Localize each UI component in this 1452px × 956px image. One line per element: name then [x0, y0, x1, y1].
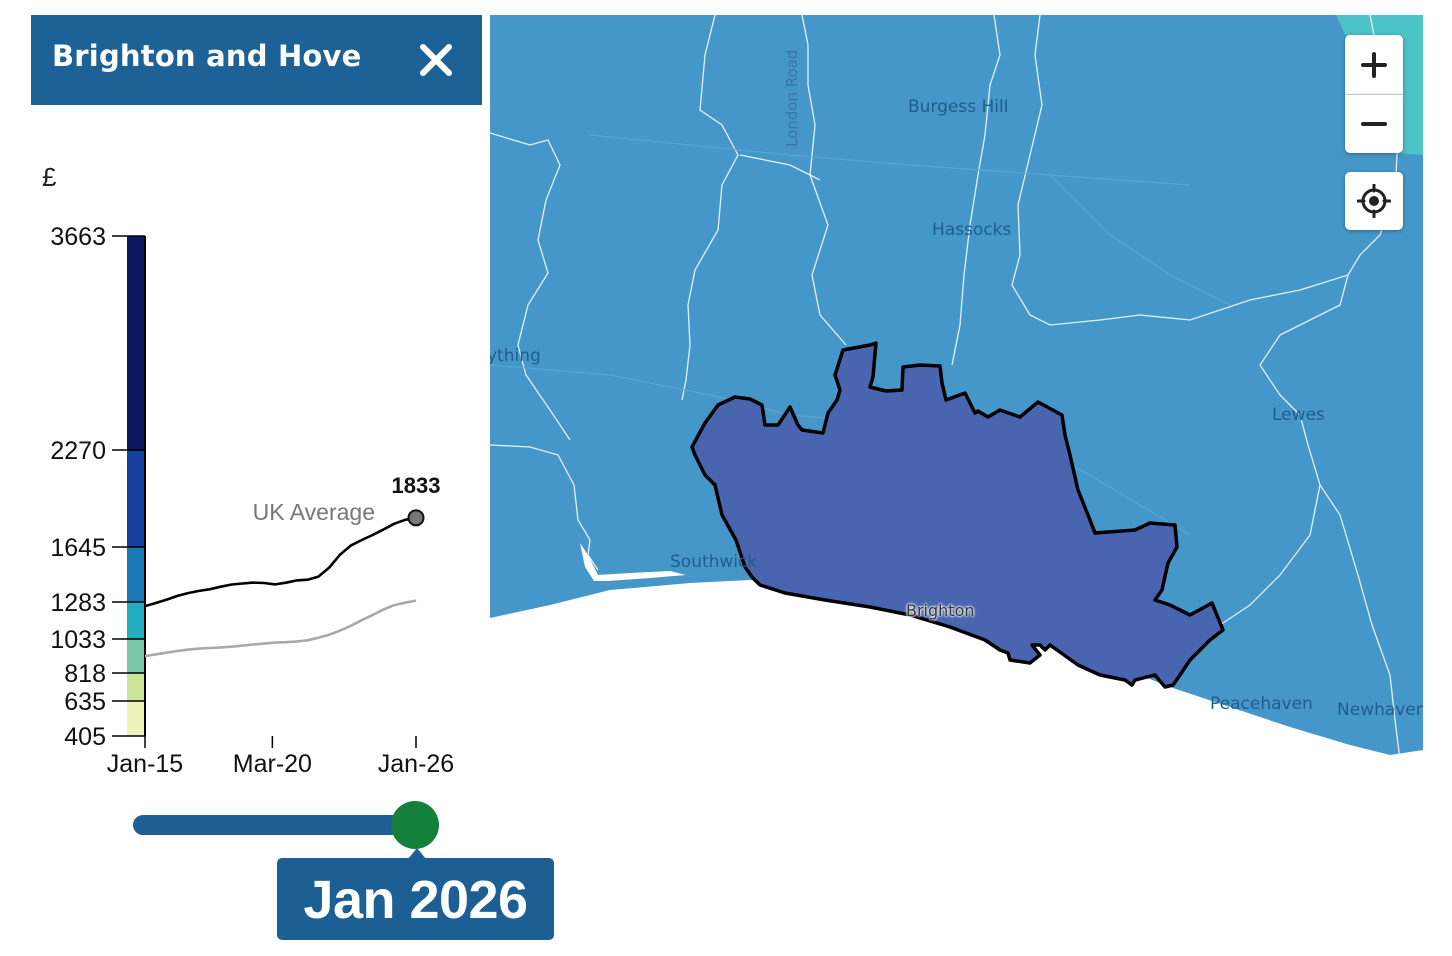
map-canvas[interactable] — [490, 15, 1423, 760]
zoom-out-button[interactable] — [1345, 95, 1403, 153]
chart-unit-label: £ — [42, 162, 57, 192]
place-label-worthing: ything — [490, 346, 541, 366]
selected-date-label: Jan 2026 — [277, 858, 554, 940]
legend-band — [127, 547, 145, 602]
y-tick-label: 3663 — [50, 223, 106, 251]
legend-band — [127, 602, 145, 639]
legend-band — [127, 673, 145, 701]
y-tick-label: 1033 — [50, 626, 106, 654]
legend-band — [127, 639, 145, 673]
legend-band — [127, 450, 145, 547]
crosshair-icon — [1357, 184, 1391, 218]
legend-band — [127, 236, 145, 450]
zoom-divider — [1345, 94, 1403, 95]
y-tick-label: 1645 — [50, 534, 106, 562]
x-tick-label: Jan-15 — [107, 750, 183, 778]
x-tick-label: Mar-20 — [233, 750, 312, 778]
sea-area — [490, 580, 1423, 760]
area-price-line — [144, 516, 417, 608]
latest-value-label: 1833 — [392, 473, 441, 498]
time-slider-handle[interactable] — [391, 801, 439, 849]
x-tick-label: Jan-26 — [378, 750, 454, 778]
y-tick-label: 635 — [64, 688, 106, 716]
y-tick-label: 2270 — [50, 437, 106, 465]
place-label-hassocks: Hassocks — [932, 220, 1012, 240]
area-panel-header: Brighton and Hove — [31, 15, 482, 105]
place-label-brighton: Brighton — [906, 601, 975, 620]
close-icon — [420, 44, 452, 76]
harbour-inlet — [580, 543, 686, 581]
place-label-lewes: Lewes — [1272, 405, 1325, 425]
time-slider-track[interactable] — [133, 815, 415, 835]
place-label-newhaven: Newhaven — [1337, 700, 1423, 720]
zoom-in-button[interactable] — [1345, 35, 1403, 94]
minus-icon — [1361, 122, 1387, 126]
series-label-uk-average: UK Average — [253, 499, 375, 525]
plus-icon — [1361, 51, 1387, 78]
uk-average-line — [144, 599, 417, 658]
road-label-london-road: London Road — [783, 49, 801, 147]
place-label-peacehaven: Peacehaven — [1210, 694, 1313, 714]
latest-value-marker — [407, 509, 425, 527]
y-tick-label: 818 — [64, 660, 106, 688]
close-panel-button[interactable] — [415, 39, 457, 81]
y-tick-label: 1283 — [50, 589, 106, 617]
area-title: Brighton and Hove — [52, 39, 362, 73]
place-label-southwick: Southwick — [670, 552, 758, 572]
map-view[interactable]: Burgess Hill Hassocks Lewes ything South… — [490, 15, 1423, 760]
y-tick-label: 405 — [64, 723, 106, 751]
selected-area-brighton-and-hove[interactable] — [690, 341, 1225, 689]
legend-band — [127, 701, 145, 736]
place-label-burgess-hill: Burgess Hill — [908, 97, 1009, 117]
locate-me-button[interactable] — [1345, 172, 1403, 230]
date-badge-pointer — [408, 848, 426, 859]
